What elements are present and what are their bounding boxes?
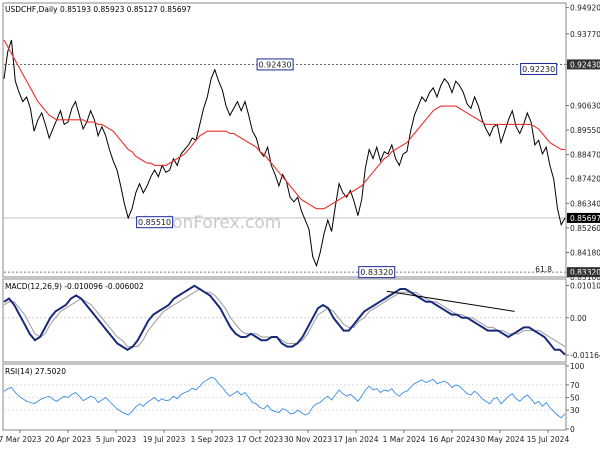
price-highlight-box <box>567 267 600 278</box>
watermark: ActionForex.com <box>140 213 281 233</box>
price-tick-label: 0.90630 <box>570 101 600 110</box>
rsi-tick-label: 30 <box>570 406 580 415</box>
x-axis: 7 Mar 2023 20 Apr 2023 5 Jun 2023 19 Jul 20… <box>0 430 569 444</box>
annotation-box <box>358 266 396 279</box>
rsi-tick-label: 70 <box>570 381 580 390</box>
rsi-series <box>3 376 566 419</box>
macd-signal-series <box>3 288 566 348</box>
price-highlight-box <box>567 212 600 223</box>
price-tick-label: 0.94920 <box>570 4 600 13</box>
macd-panel-frame <box>2 278 567 363</box>
macd-tick-label: 0.010101 <box>570 281 600 290</box>
macd-tick-label: -0.011645 <box>570 351 600 360</box>
price-tick-label: 0.86340 <box>570 199 600 208</box>
annotation-box <box>520 62 558 75</box>
x-tick-label: 1 Sep 2023 <box>191 435 234 444</box>
price-tick-label: 0.93770 <box>570 30 600 39</box>
rsi-tick-label: 100 <box>570 362 585 371</box>
x-tick-label: 17 Oct 2023 <box>237 435 284 444</box>
rsi-label: RSI(14) 27.5020 <box>5 367 66 376</box>
price-tick-label: 0.87420 <box>570 175 600 184</box>
macd-signal-line <box>3 288 566 348</box>
price-tick-label: 0.85697 <box>570 214 600 223</box>
moving-average-series <box>3 39 565 210</box>
annotation-label: 0.92430 <box>259 60 292 69</box>
x-tick-label: 30 Nov 2023 <box>284 435 332 444</box>
price-tick-label: 0.83100 <box>570 273 600 282</box>
x-tick-label: 30 May 2024 <box>476 435 525 444</box>
x-tick-label: 17 Jan 2024 <box>334 435 379 444</box>
x-tick-label: 20 Apr 2023 <box>45 435 92 444</box>
rsi-y-axis: 100 70 50 30 0 <box>566 362 585 434</box>
macd-y-axis: 0.010101 0.00 -0.011645 <box>566 281 600 360</box>
price-highlight-box <box>567 59 600 70</box>
rsi-tick-label: 50 <box>570 394 580 403</box>
price-y-axis: 0.94920 0.93770 0.92430 0.90630 0.89550 0.884… <box>566 4 600 282</box>
rsi-level-lines <box>4 384 565 411</box>
price-tick-label: 0.85260 <box>570 224 600 233</box>
macd-trend-line <box>386 290 515 312</box>
rsi-line <box>3 376 566 419</box>
x-tick-label: 15 Jul 2024 <box>527 435 570 444</box>
rsi-tick-label: 0 <box>570 425 575 434</box>
price-tick-label: 0.83320 <box>570 268 600 277</box>
price-panel-frame <box>2 2 567 278</box>
annotation-label: 0.83320 <box>360 268 393 277</box>
rsi-panel-frame <box>2 363 567 431</box>
price-line <box>3 39 566 268</box>
price-series <box>3 39 566 268</box>
x-tick-label: 5 Jun 2023 <box>96 435 137 444</box>
macd-label: MACD(12,26,9) -0.010096 -0.006002 <box>5 282 144 291</box>
macd-tick-label: 0.00 <box>570 314 587 323</box>
x-tick-label: 1 Mar 2024 <box>383 435 426 444</box>
symbol-info: USDCHF,Daily 0.85193 0.85923 0.85127 0.8… <box>5 5 191 14</box>
annotation-label: 0.92230 <box>522 65 555 74</box>
macd-trendline <box>386 290 515 312</box>
annotation-box <box>256 58 294 71</box>
ma-line <box>3 39 565 210</box>
fib-label: 61.8 <box>535 265 552 274</box>
price-tick-label: 0.89550 <box>570 126 600 135</box>
x-tick-label: 7 Mar 2023 <box>0 435 42 444</box>
macd-main-series <box>3 284 566 356</box>
x-tick-label: 19 Jul 2023 <box>143 435 186 444</box>
price-tick-label: 0.84180 <box>570 249 600 258</box>
x-tick-label: 16 Apr 2024 <box>429 435 476 444</box>
price-tick-label: 0.92430 <box>570 60 600 69</box>
annotation-label: 0.85510 <box>138 218 171 227</box>
annotation-box <box>136 216 174 229</box>
price-annotations: 0.92430 0.85510 0.83320 0.92230 <box>136 58 558 279</box>
price-tick-label: 0.88470 <box>570 151 600 160</box>
macd-main-line <box>3 284 566 356</box>
